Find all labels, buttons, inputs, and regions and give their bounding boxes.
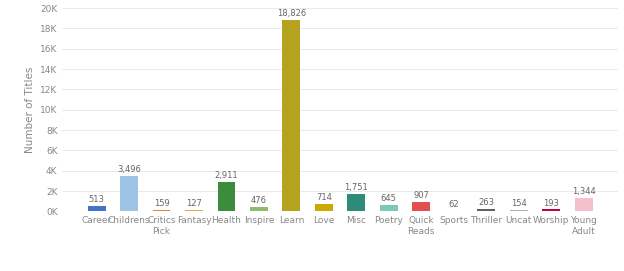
Bar bbox=[510, 210, 527, 211]
Bar bbox=[477, 209, 495, 211]
Text: 2,911: 2,911 bbox=[215, 171, 238, 180]
Text: 645: 645 bbox=[381, 194, 397, 203]
Bar bbox=[315, 204, 333, 211]
Text: 1,344: 1,344 bbox=[572, 187, 595, 196]
Bar bbox=[185, 210, 203, 211]
Bar bbox=[250, 207, 268, 211]
Text: 3,496: 3,496 bbox=[117, 165, 141, 174]
Bar bbox=[87, 206, 105, 211]
Text: 193: 193 bbox=[543, 199, 559, 208]
Bar bbox=[412, 202, 430, 211]
Text: 907: 907 bbox=[413, 191, 429, 200]
Bar bbox=[218, 182, 235, 211]
Text: 154: 154 bbox=[511, 199, 527, 208]
Text: 714: 714 bbox=[316, 193, 332, 202]
Text: 18,826: 18,826 bbox=[277, 9, 306, 18]
Y-axis label: Number of Titles: Number of Titles bbox=[24, 67, 34, 153]
Text: 127: 127 bbox=[186, 199, 202, 208]
Bar bbox=[380, 205, 397, 211]
Bar bbox=[348, 193, 365, 211]
Text: 62: 62 bbox=[449, 200, 459, 209]
Text: 476: 476 bbox=[251, 196, 267, 205]
Bar bbox=[153, 210, 170, 211]
Text: 513: 513 bbox=[89, 195, 104, 204]
Bar bbox=[575, 198, 593, 211]
Bar bbox=[120, 176, 138, 211]
Text: 263: 263 bbox=[478, 198, 494, 207]
Bar bbox=[283, 20, 300, 211]
Bar bbox=[542, 209, 560, 211]
Text: 1,751: 1,751 bbox=[344, 183, 368, 192]
Text: 159: 159 bbox=[154, 199, 169, 208]
